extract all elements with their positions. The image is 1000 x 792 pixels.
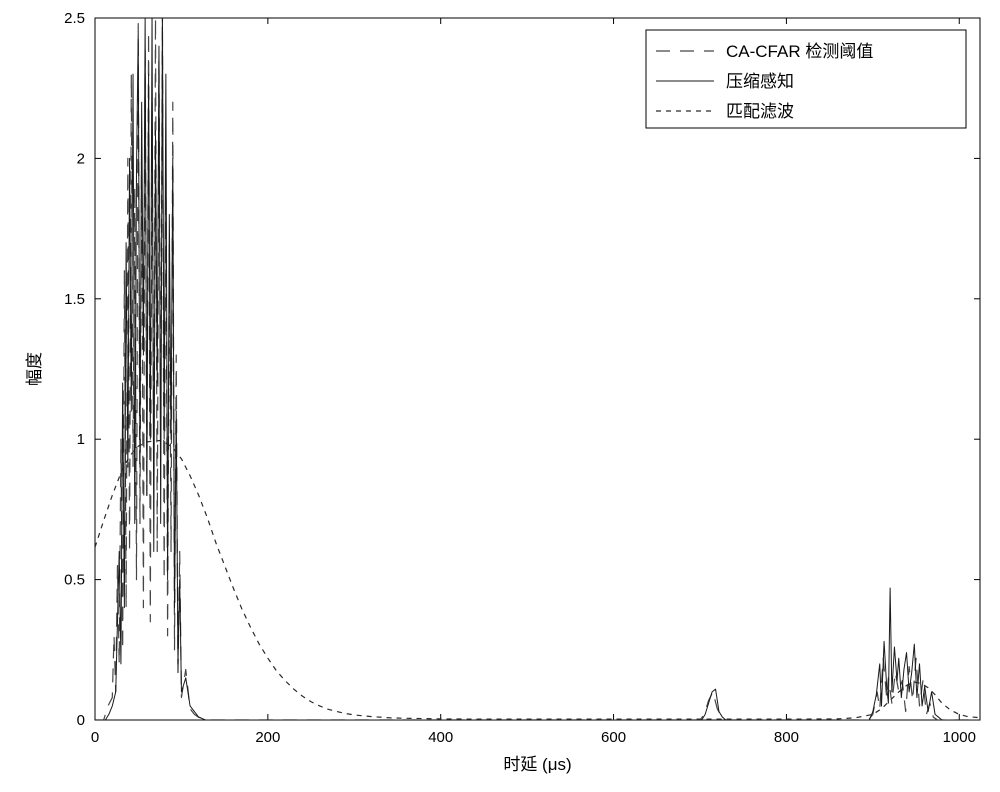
y-tick-label: 1.5 [64, 291, 85, 308]
legend-label: 匹配滤波 [726, 102, 794, 121]
legend-label: 压缩感知 [726, 72, 794, 91]
y-axis-label: 幅度 [25, 352, 44, 386]
y-tick-label: 0 [77, 712, 85, 729]
y-tick-label: 1 [77, 431, 85, 448]
x-tick-label: 600 [601, 729, 626, 746]
x-tick-label: 400 [428, 729, 453, 746]
x-tick-label: 1000 [943, 729, 976, 746]
x-axis-label: 时延 (μs) [503, 755, 571, 774]
amplitude-delay-chart: 0 200 400 600 800 1000 0 0.5 1 1.5 2 2.5 时延 (μs) 幅度 CA… [0, 0, 1000, 792]
y-tick-label: 2 [77, 150, 85, 167]
y-tick-label: 2.5 [64, 10, 85, 27]
x-tick-label: 0 [91, 729, 99, 746]
x-tick-label: 800 [774, 729, 799, 746]
legend-label: CA-CFAR 检测阈值 [726, 42, 873, 61]
y-tick-label: 0.5 [64, 572, 85, 589]
x-tick-label: 200 [255, 729, 280, 746]
